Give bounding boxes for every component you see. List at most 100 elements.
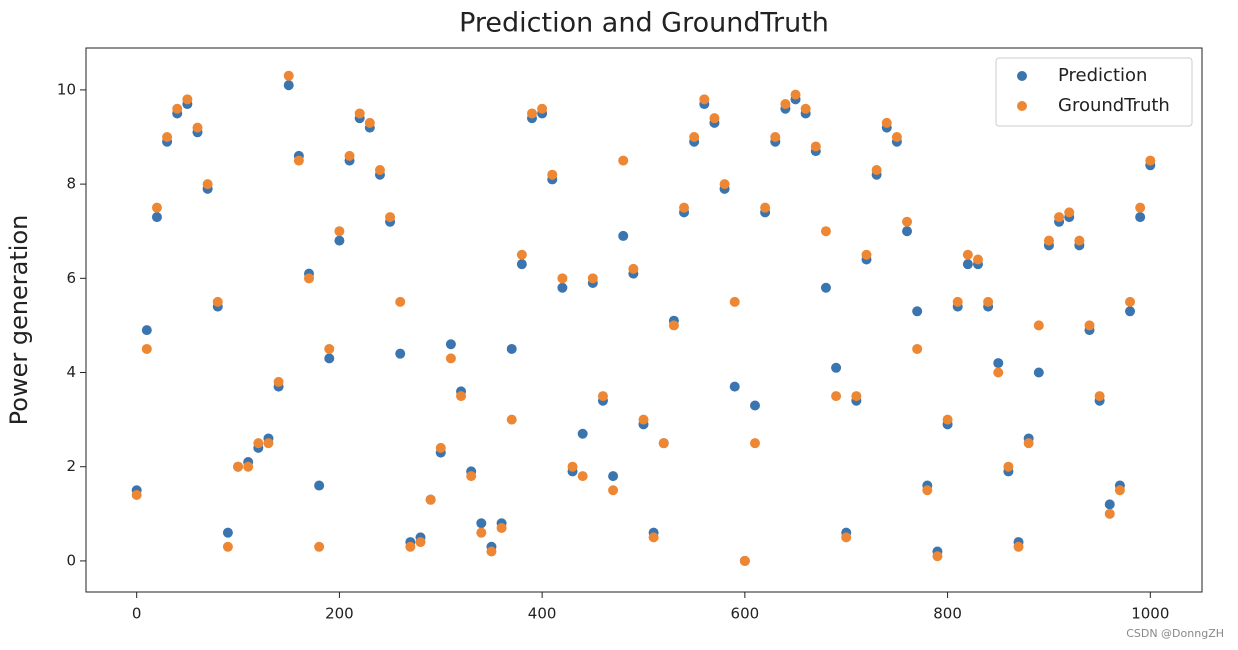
point <box>608 471 619 482</box>
point <box>151 212 162 223</box>
point <box>972 254 983 265</box>
point <box>1033 367 1044 378</box>
point <box>415 537 426 548</box>
point <box>151 202 162 213</box>
point <box>749 438 760 449</box>
point <box>871 164 882 175</box>
point <box>141 325 152 336</box>
point <box>405 541 416 552</box>
point <box>212 296 223 307</box>
point <box>395 296 406 307</box>
point <box>1043 235 1054 246</box>
point <box>243 461 254 472</box>
point <box>729 381 740 392</box>
point <box>820 282 831 293</box>
point <box>902 226 913 237</box>
point <box>364 117 375 128</box>
point <box>1033 320 1044 331</box>
point <box>577 471 588 482</box>
point <box>608 485 619 496</box>
point <box>760 202 771 213</box>
plot-frame <box>85 47 1203 593</box>
point <box>162 132 173 143</box>
point <box>1125 296 1136 307</box>
y-tick-label: 2 <box>66 457 76 475</box>
point <box>820 226 831 237</box>
point <box>952 296 963 307</box>
point <box>912 306 923 317</box>
y-tick-label: 10 <box>57 80 76 98</box>
legend-label: Prediction <box>1058 65 1147 86</box>
point <box>557 282 568 293</box>
point <box>800 103 811 114</box>
point <box>516 249 527 260</box>
point <box>618 155 629 166</box>
point <box>1104 499 1115 510</box>
point <box>993 367 1004 378</box>
point <box>141 343 152 354</box>
legend-label: GroundTruth <box>1058 95 1170 116</box>
point <box>912 343 923 354</box>
point <box>577 428 588 439</box>
point <box>476 527 487 538</box>
point <box>567 461 578 472</box>
legend-marker <box>1017 101 1027 111</box>
point <box>851 391 862 402</box>
point <box>526 108 537 119</box>
point <box>719 179 730 190</box>
x-tick-label: 800 <box>933 605 962 623</box>
point <box>689 132 700 143</box>
point <box>597 391 608 402</box>
point <box>668 320 679 331</box>
point <box>344 150 355 161</box>
point <box>334 226 345 237</box>
point <box>628 263 639 274</box>
point <box>983 296 994 307</box>
point <box>658 438 669 449</box>
point <box>729 296 740 307</box>
point <box>1125 306 1136 317</box>
point <box>233 461 244 472</box>
series-points <box>131 80 1156 566</box>
point <box>1003 461 1014 472</box>
point <box>638 414 649 425</box>
y-tick-label: 8 <box>66 175 76 193</box>
point <box>557 273 568 284</box>
point <box>699 94 710 105</box>
y-axis-label: Power generation <box>5 215 33 426</box>
x-tick-label: 1000 <box>1131 605 1169 623</box>
point <box>476 518 487 529</box>
point <box>456 391 467 402</box>
watermark: CSDN @DonngZH <box>1126 627 1224 640</box>
point <box>861 249 872 260</box>
point <box>709 113 720 124</box>
point <box>172 103 183 114</box>
point <box>324 343 335 354</box>
point <box>314 541 325 552</box>
series-points <box>131 70 1156 566</box>
point <box>293 155 304 166</box>
point <box>841 532 852 543</box>
point <box>435 442 446 453</box>
point <box>1094 391 1105 402</box>
point <box>1054 212 1065 223</box>
point <box>810 141 821 152</box>
point <box>222 541 233 552</box>
legend-marker <box>1017 71 1027 81</box>
chart-title: Prediction and GroundTruth <box>459 8 829 39</box>
point <box>790 89 801 100</box>
point <box>253 438 264 449</box>
point <box>496 522 507 533</box>
legend-box <box>995 57 1193 127</box>
point <box>516 259 527 270</box>
point <box>334 235 345 246</box>
point <box>1114 485 1125 496</box>
point <box>506 343 517 354</box>
y-tick-label: 0 <box>66 551 76 569</box>
point <box>1023 438 1034 449</box>
point <box>445 353 456 364</box>
x-tick-label: 400 <box>528 605 557 623</box>
point <box>1135 212 1146 223</box>
point <box>1104 508 1115 519</box>
